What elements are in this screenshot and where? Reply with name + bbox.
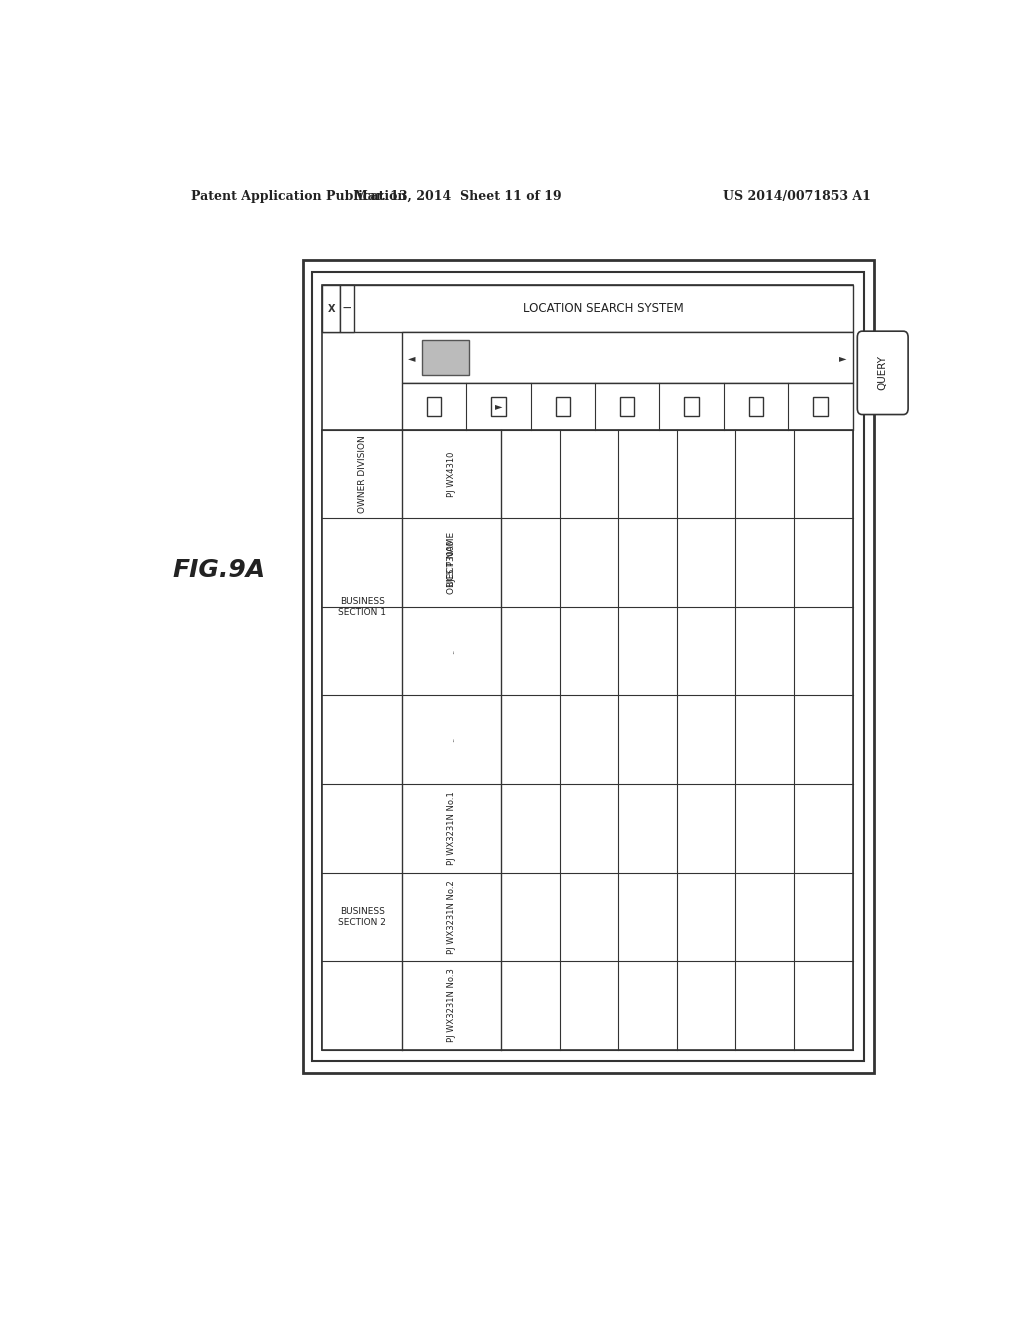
Bar [556, 397, 570, 416]
Text: ..: .. [446, 737, 456, 742]
Bar [684, 397, 698, 416]
Bar [749, 397, 763, 416]
Bar [620, 397, 634, 416]
Bar [813, 397, 827, 416]
Text: Mar. 13, 2014  Sheet 11 of 19: Mar. 13, 2014 Sheet 11 of 19 [353, 190, 561, 202]
Text: OWNER DIVISION: OWNER DIVISION [357, 436, 367, 513]
Bar [401, 383, 853, 430]
Bar [422, 341, 469, 375]
Bar [427, 397, 441, 416]
Text: PJ WX4310: PJ WX4310 [446, 451, 456, 496]
Bar [312, 272, 864, 1061]
Bar [303, 260, 873, 1073]
Text: PJ WX3231N No.1: PJ WX3231N No.1 [446, 792, 456, 865]
Bar [492, 397, 506, 416]
Text: BUSINESS
SECTION 1: BUSINESS SECTION 1 [338, 597, 386, 616]
Text: ..: .. [446, 648, 456, 653]
Text: OBJECT NAME: OBJECT NAME [446, 532, 456, 594]
Bar [340, 285, 354, 333]
Text: ◄: ◄ [408, 352, 415, 363]
Text: Patent Application Publication: Patent Application Publication [191, 190, 407, 202]
Text: ►: ► [840, 352, 847, 363]
Text: UCS P3000: UCS P3000 [446, 540, 456, 586]
Bar [401, 333, 853, 383]
Bar [323, 430, 853, 1049]
Bar [323, 285, 853, 333]
Bar [323, 285, 853, 1049]
Text: PJ WX3231N No.3: PJ WX3231N No.3 [446, 969, 456, 1043]
Text: —: — [343, 305, 351, 313]
Bar [323, 285, 340, 333]
Text: ►: ► [495, 401, 502, 412]
Text: X: X [328, 304, 335, 314]
FancyBboxPatch shape [857, 331, 908, 414]
Text: FIG.9A: FIG.9A [173, 558, 266, 582]
Text: US 2014/0071853 A1: US 2014/0071853 A1 [723, 190, 871, 202]
Text: PJ WX3231N No.2: PJ WX3231N No.2 [446, 880, 456, 954]
Text: LOCATION SEARCH SYSTEM: LOCATION SEARCH SYSTEM [523, 302, 684, 315]
Text: QUERY: QUERY [878, 355, 888, 391]
Text: BUSINESS
SECTION 2: BUSINESS SECTION 2 [338, 907, 386, 927]
